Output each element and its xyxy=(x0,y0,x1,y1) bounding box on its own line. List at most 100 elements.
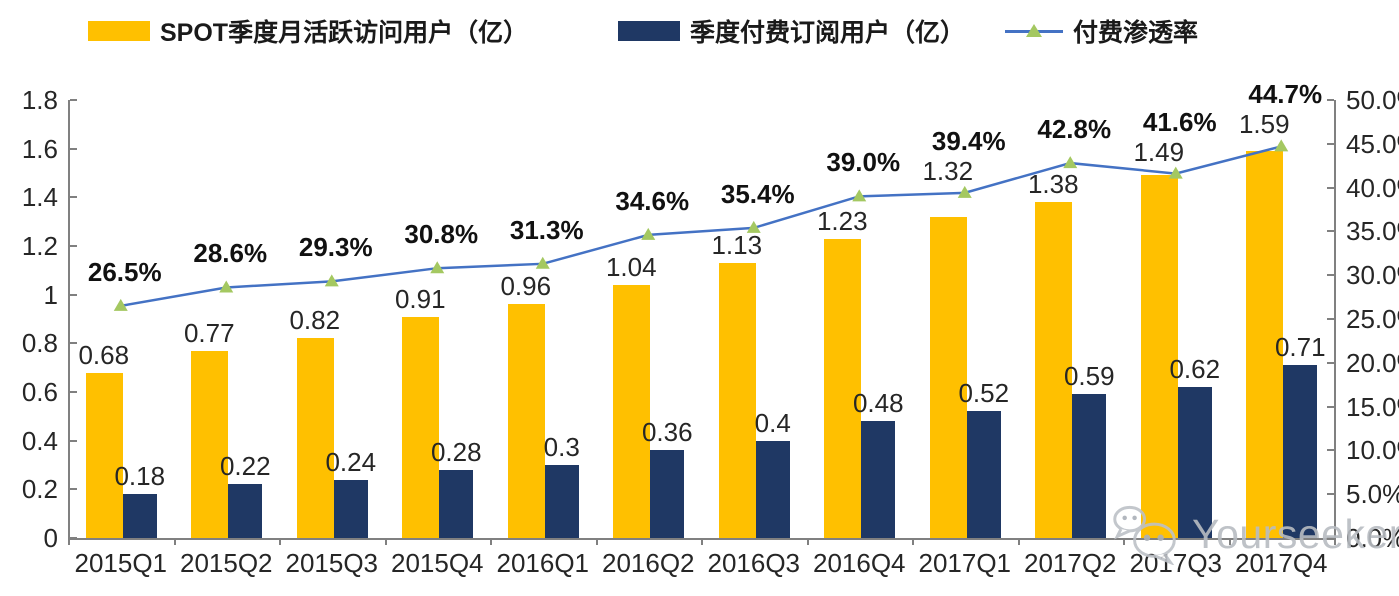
penetration-value-label: 28.6% xyxy=(193,238,268,269)
y-axis-right-tick xyxy=(1327,274,1334,277)
y-axis-left-tick xyxy=(70,391,77,393)
y-axis-right-tick xyxy=(1327,186,1334,189)
mau-value-label: 0.68 xyxy=(78,339,130,370)
y-axis-right-tick xyxy=(1327,142,1334,145)
subscribers-value-label: 0.4 xyxy=(754,407,791,438)
x-axis-tick xyxy=(1228,538,1231,545)
triangle-marker-icon xyxy=(1026,24,1042,37)
y-axis-left-tick-label: 1.2 xyxy=(21,231,58,261)
subscribers-value-label: 0.59 xyxy=(1063,361,1115,392)
bar-subscribers xyxy=(333,479,368,538)
x-axis-category-label: 2015Q1 xyxy=(74,548,168,578)
y-axis-right-line xyxy=(1334,100,1336,538)
mau-value-label: 1.38 xyxy=(1027,169,1079,200)
x-axis-category-label: 2017Q2 xyxy=(1023,548,1117,578)
y-axis-right-tick-label: 15.0% xyxy=(1346,391,1399,422)
x-axis-tick xyxy=(595,538,598,545)
y-axis-left-tick xyxy=(70,147,77,150)
legend-label-mau: SPOT季度月活跃访问用户（亿） xyxy=(160,19,529,47)
mau-value-label: 1.13 xyxy=(711,230,763,261)
x-axis-tick xyxy=(912,538,914,545)
y-axis-left-tick-label: 1.6 xyxy=(21,133,58,164)
penetration-line-path xyxy=(120,145,1282,308)
y-axis-right-tick-label: 45.0% xyxy=(1346,128,1399,159)
legend-label-penetration: 付费渗透率 xyxy=(1073,19,1199,47)
mau-value-label: 1.04 xyxy=(605,251,657,282)
x-axis-category-label: 2015Q2 xyxy=(179,548,273,578)
x-axis-tick xyxy=(1334,538,1336,545)
penetration-line xyxy=(113,139,1289,311)
y-axis-left-tick xyxy=(70,99,77,101)
y-axis-left-tick-label: 1 xyxy=(43,279,58,310)
legend-item-penetration: 付费渗透率 xyxy=(1005,16,1199,47)
bar-subscribers xyxy=(544,465,579,538)
x-axis-category-label: 2015Q3 xyxy=(285,548,379,578)
penetration-value-label: 42.8% xyxy=(1037,114,1112,145)
y-axis-left-tick-label: 0.6 xyxy=(21,377,58,407)
x-axis-tick xyxy=(1017,538,1020,545)
y-axis-right-tick xyxy=(1327,449,1334,452)
bar-subscribers xyxy=(228,484,263,538)
y-axis-right-tick xyxy=(1327,230,1334,233)
mau-value-label: 1.23 xyxy=(816,205,868,236)
y-axis-right-tick-label: 20.0% xyxy=(1346,347,1399,378)
subscribers-value-label: 0.18 xyxy=(114,461,166,492)
bar-subscribers xyxy=(1072,394,1107,538)
y-axis-right-tick xyxy=(1327,493,1334,496)
penetration-value-label: 39.0% xyxy=(826,147,901,178)
bar-subscribers xyxy=(1283,365,1318,538)
legend-item-mau: SPOT季度月活跃访问用户（亿） xyxy=(88,16,529,47)
y-axis-left-tick xyxy=(70,537,77,539)
bar-subscribers xyxy=(861,421,896,538)
mau-value-label: 1.49 xyxy=(1133,136,1185,167)
y-axis-left-tick-label: 1.4 xyxy=(21,182,58,213)
y-axis-right-tick-label: 0.0% xyxy=(1346,523,1399,553)
x-axis-category-label: 2017Q1 xyxy=(918,548,1012,578)
y-axis-right-tick-label: 10.0% xyxy=(1346,435,1399,466)
bar-subscribers xyxy=(439,469,474,538)
x-axis-category-label: 2015Q4 xyxy=(390,548,484,578)
x-axis-category-label: 2016Q1 xyxy=(496,548,590,578)
y-axis-right-tick xyxy=(1327,537,1334,539)
penetration-value-label: 34.6% xyxy=(615,185,690,216)
bar-mau xyxy=(296,338,334,538)
subscribers-value-label: 0.52 xyxy=(958,378,1010,409)
y-axis-left-tick xyxy=(70,245,77,247)
penetration-value-label: 26.5% xyxy=(87,256,162,287)
mau-value-label: 0.82 xyxy=(289,305,341,336)
y-axis-right-tick-label: 5.0% xyxy=(1346,479,1399,510)
bar-subscribers xyxy=(122,494,157,538)
mau-value-label: 0.96 xyxy=(500,271,552,302)
x-axis-category-label: 2017Q4 xyxy=(1234,548,1328,578)
x-axis-tick xyxy=(384,538,387,545)
penetration-line-swatch xyxy=(1005,24,1063,38)
x-axis-tick xyxy=(806,538,809,545)
penetration-value-label: 39.4% xyxy=(931,125,1006,156)
y-axis-left-tick-label: 0.4 xyxy=(21,425,58,456)
x-axis-tick xyxy=(68,538,70,545)
y-axis-right-tick xyxy=(1327,405,1334,408)
subscribers-value-label: 0.24 xyxy=(325,446,377,477)
penetration-line-markers xyxy=(113,139,1289,311)
bar-mau xyxy=(718,263,756,538)
penetration-value-label: 29.3% xyxy=(298,232,373,263)
subscribers-value-label: 0.22 xyxy=(219,451,271,482)
y-axis-right-tick-label: 40.0% xyxy=(1346,172,1399,203)
bar-mau xyxy=(85,372,123,538)
y-axis-right-tick-label: 30.0% xyxy=(1346,260,1399,291)
x-axis-tick xyxy=(279,538,281,545)
x-axis-tick xyxy=(490,538,492,545)
y-axis-left-tick xyxy=(70,488,77,491)
penetration-value-label: 41.6% xyxy=(1142,106,1217,137)
bar-mau xyxy=(191,350,229,538)
y-axis-left-tick xyxy=(70,342,77,345)
subscribers-value-label: 0.28 xyxy=(430,436,482,467)
y-axis-right-tick-label: 25.0% xyxy=(1346,304,1399,334)
penetration-value-label: 30.8% xyxy=(404,219,479,250)
y-axis-left-tick xyxy=(70,439,77,442)
bar-mau xyxy=(402,316,440,538)
mau-bar-swatch xyxy=(88,21,150,41)
y-axis-left-tick-label: 0.8 xyxy=(21,328,58,359)
subscribers-value-label: 0.71 xyxy=(1274,332,1326,363)
penetration-value-label: 31.3% xyxy=(509,214,584,245)
